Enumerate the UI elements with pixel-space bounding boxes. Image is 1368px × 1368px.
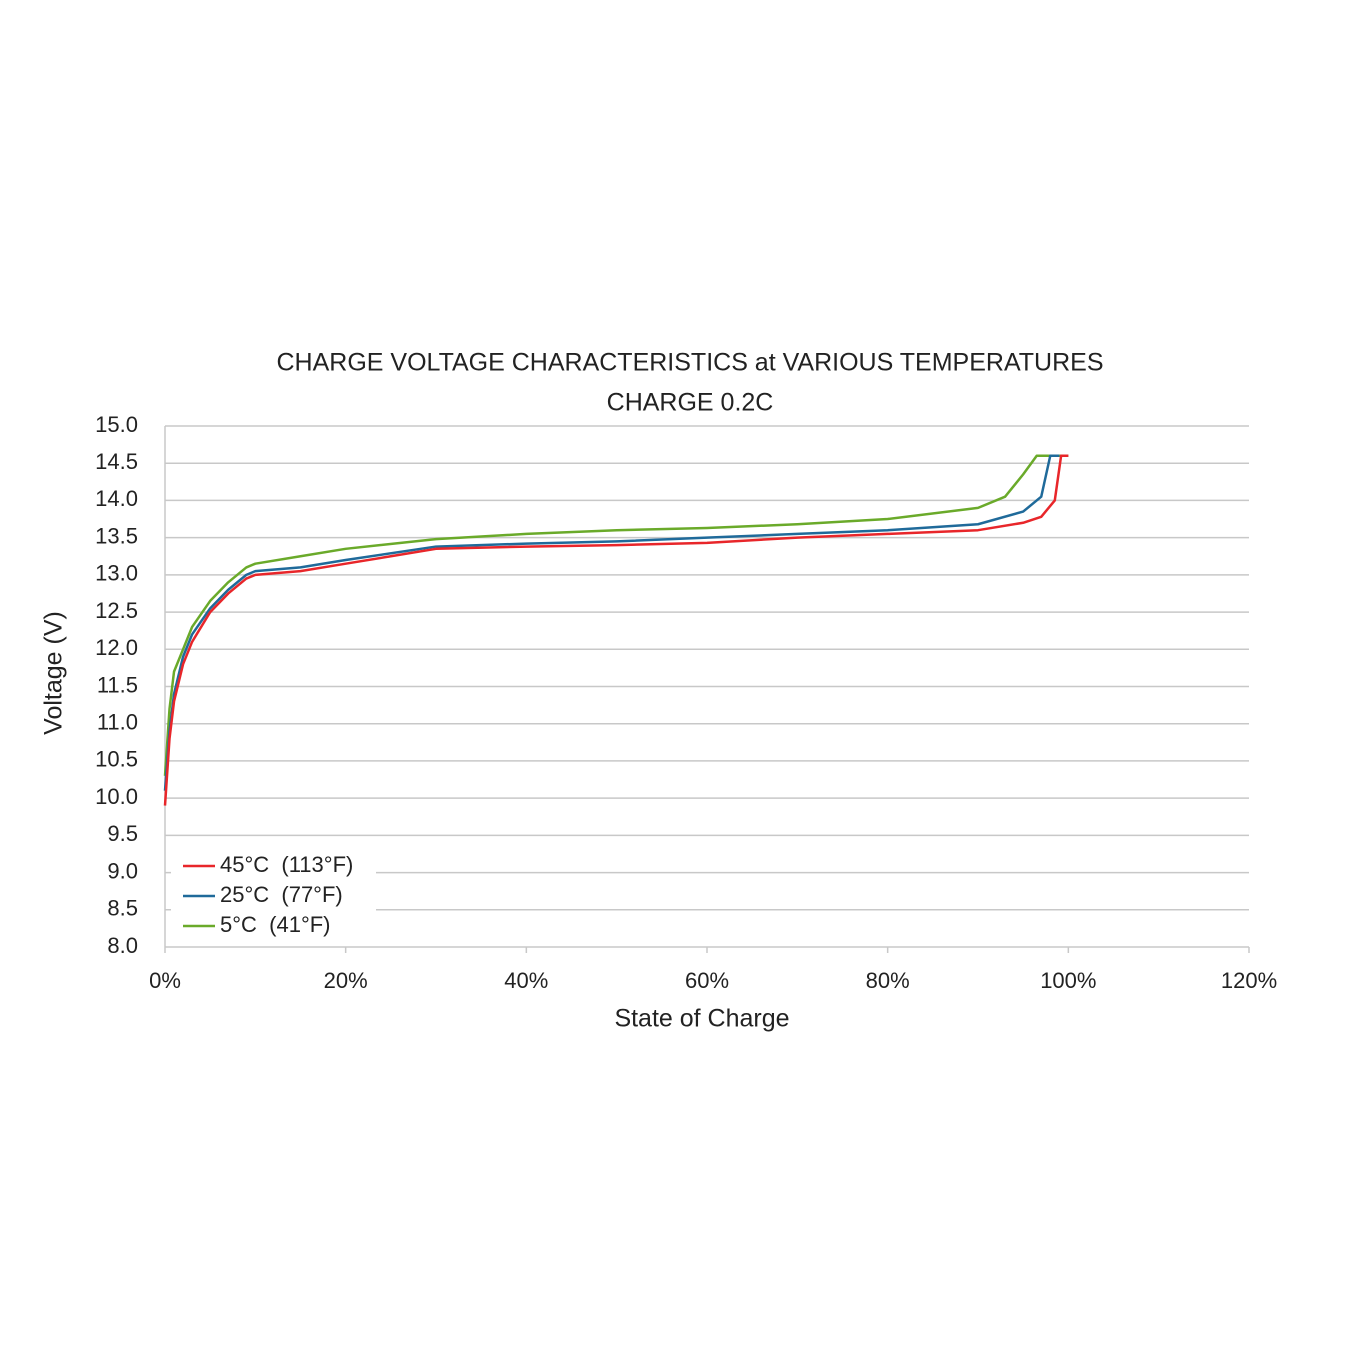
y-tick-label: 9.5 (107, 821, 138, 846)
x-tick-label: 0% (149, 968, 181, 993)
chart-title: CHARGE VOLTAGE CHARACTERISTICS at VARIOU… (277, 349, 1104, 377)
y-tick-label: 11.0 (97, 710, 138, 735)
y-tick-label: 13.5 (95, 523, 138, 548)
y-tick-label: 10.0 (95, 784, 138, 809)
x-tick-label: 120% (1221, 968, 1277, 993)
y-tick-label: 8.5 (107, 896, 138, 921)
y-tick-label: 8.0 (107, 933, 138, 958)
legend-label: 25°C (77°F) (220, 882, 343, 907)
legend-label: 5°C (41°F) (220, 912, 331, 937)
y-tick-label: 14.0 (95, 486, 138, 511)
x-axis-label: State of Charge (614, 1005, 789, 1033)
chart-subtitle: CHARGE 0.2C (607, 389, 774, 417)
y-tick-label: 14.5 (95, 449, 138, 474)
series-line (163, 454, 1060, 791)
series-line (163, 454, 1069, 776)
series-line (163, 454, 1069, 806)
legend-label: 45°C (113°F) (220, 852, 353, 877)
y-tick-label: 11.5 (97, 672, 138, 697)
x-tick-label: 100% (1040, 968, 1096, 993)
x-tick-label: 40% (504, 968, 548, 993)
y-axis-label: Voltage (V) (40, 611, 68, 735)
y-tick-label: 12.5 (95, 598, 138, 623)
y-tick-label: 15.0 (95, 412, 138, 437)
y-tick-label: 10.5 (95, 747, 138, 772)
y-tick-label: 9.0 (107, 858, 138, 883)
x-tick-label: 60% (685, 968, 729, 993)
x-tick-label: 80% (866, 968, 910, 993)
x-tick-label: 20% (324, 968, 368, 993)
y-tick-label: 12.0 (95, 635, 138, 660)
y-tick-label: 13.0 (95, 561, 138, 586)
